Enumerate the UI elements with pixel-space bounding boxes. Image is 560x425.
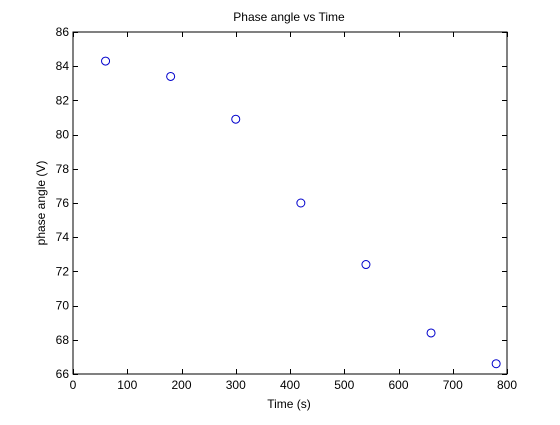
y-tick-label: 70 [56,299,70,313]
x-tick-label: 500 [334,378,354,392]
y-tick-label: 68 [56,333,70,347]
x-axis-title: Time (s) [267,397,311,411]
y-tick-label: 72 [56,264,70,278]
y-tick-label: 84 [56,59,70,73]
data-point [166,71,176,81]
y-tick-label: 76 [56,196,70,210]
data-point [231,114,241,124]
y-tick-label: 74 [56,230,70,244]
x-tick-label: 400 [280,378,300,392]
y-tick-label: 80 [56,128,70,142]
x-tick-label: 700 [443,378,463,392]
data-point [101,56,111,66]
x-axis: 0 100 200 300 400 500 600 700 800 [70,32,517,392]
plot-area [72,31,508,375]
y-tick-label: 82 [56,93,70,107]
data-point [426,328,436,338]
y-tick-label: 86 [56,25,70,39]
y-tick-label: 66 [56,367,70,381]
x-tick-label: 800 [497,378,517,392]
y-axis: 66 68 70 72 74 76 78 80 82 84 86 [56,25,507,381]
x-tick-label: 200 [171,378,191,392]
y-axis-title: phase angle (V) [34,161,48,246]
x-tick-label: 600 [388,378,408,392]
data-point [361,260,371,270]
data-points [101,56,501,369]
plot-frame [72,31,508,375]
chart-title: Phase angle vs Time [233,10,345,24]
x-tick-label: 100 [117,378,137,392]
y-tick-label: 78 [56,162,70,176]
data-point [296,198,306,208]
x-tick-label: 300 [226,378,246,392]
data-point [491,359,501,369]
x-tick-label: 0 [70,378,77,392]
